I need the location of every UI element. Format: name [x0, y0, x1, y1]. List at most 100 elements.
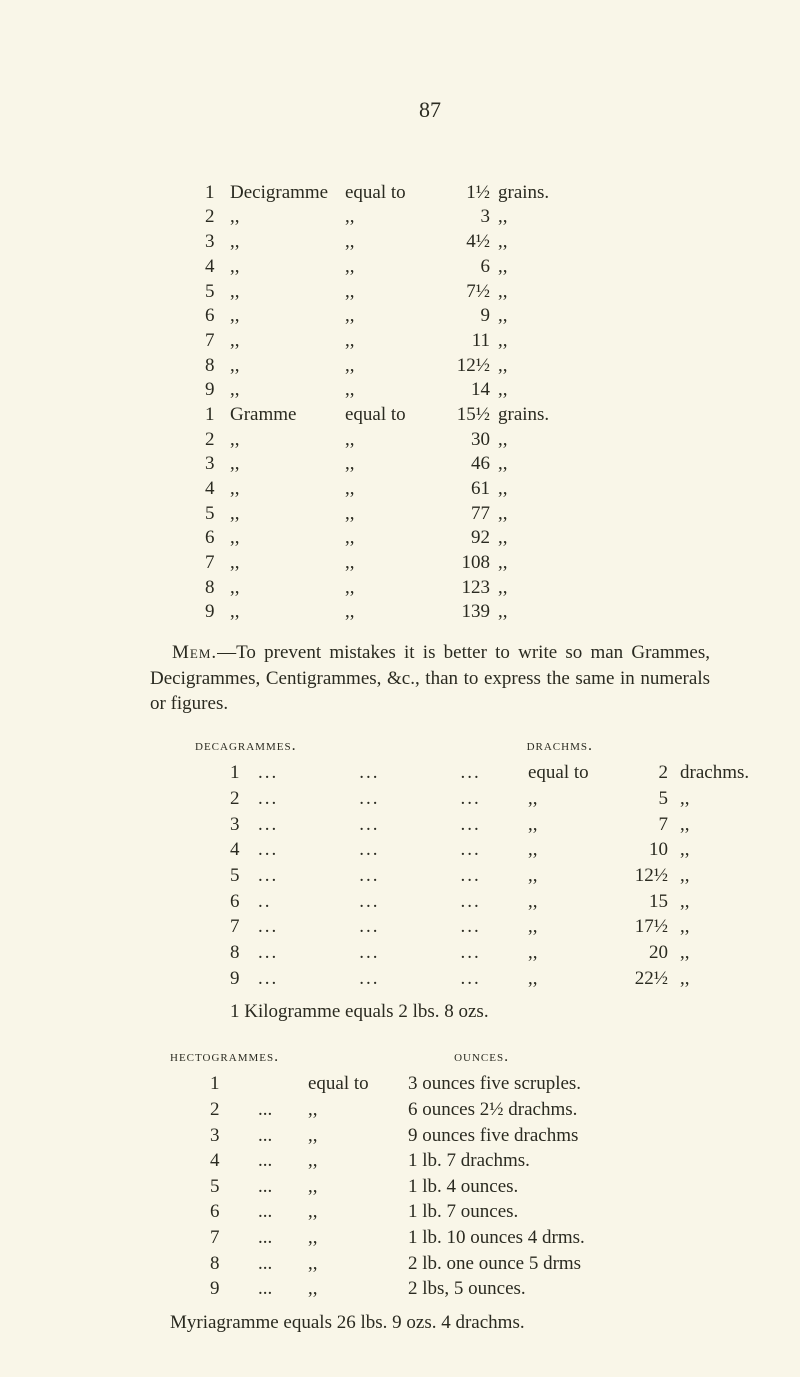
- row-number: 8: [205, 354, 230, 379]
- row-value: 123: [440, 576, 498, 601]
- row-equal: ,,: [308, 1225, 408, 1251]
- row-number: 1: [205, 181, 230, 206]
- table-row: 4,,,,6,,: [205, 255, 710, 280]
- row-number: 6: [230, 889, 258, 915]
- row-description: 2 lb. one ounce 5 drms: [408, 1251, 710, 1277]
- table-row: 2,,,,3,,: [205, 205, 710, 230]
- row-unit: ,,: [230, 502, 345, 527]
- row-equal: ,,: [345, 280, 440, 305]
- row-value: 6: [440, 255, 498, 280]
- row-equal: ,,: [308, 1148, 408, 1174]
- row-equal: ,,: [528, 863, 618, 889]
- row-number: 2: [210, 1097, 258, 1123]
- row-dots: ...: [258, 1251, 308, 1277]
- row-value: 15: [618, 889, 680, 915]
- row-equal: ,,: [308, 1251, 408, 1277]
- row-value: 7½: [440, 280, 498, 305]
- table-row: 9... ... ...,,22½,,: [230, 966, 710, 992]
- row-description: 3 ounces five scruples.: [408, 1071, 710, 1097]
- row-number: 9: [205, 378, 230, 403]
- row-dots: ...: [258, 1276, 308, 1302]
- row-suffix: ,,: [680, 863, 710, 889]
- row-suffix: ,,: [680, 889, 710, 915]
- row-suffix: ,,: [498, 551, 568, 576]
- row-unit: ,,: [230, 477, 345, 502]
- row-description: 6 ounces 2½ drachms.: [408, 1097, 710, 1123]
- row-suffix: ,,: [498, 428, 568, 453]
- row-unit: ,,: [230, 280, 345, 305]
- row-number: 5: [205, 280, 230, 305]
- row-value: 5: [618, 786, 680, 812]
- row-suffix: ,,: [498, 205, 568, 230]
- row-description: 9 ounces five drachms: [408, 1123, 710, 1149]
- row-suffix: ,,: [498, 255, 568, 280]
- row-equal: ,,: [345, 230, 440, 255]
- row-number: 3: [210, 1123, 258, 1149]
- row-unit: ,,: [230, 230, 345, 255]
- row-value: 139: [440, 600, 498, 625]
- table-row: 2... ... ...,,5,,: [230, 786, 710, 812]
- row-value: 17½: [618, 914, 680, 940]
- row-unit: ,,: [230, 329, 345, 354]
- row-number: 9: [210, 1276, 258, 1302]
- row-equal: ,,: [345, 526, 440, 551]
- row-value: 12½: [618, 863, 680, 889]
- drachm-heading: drachms.: [527, 735, 593, 757]
- table-row: 2,,,,30,,: [205, 428, 710, 453]
- row-suffix: ,,: [680, 966, 710, 992]
- row-dots: ...: [258, 1174, 308, 1200]
- row-number: 8: [230, 940, 258, 966]
- table-row: 5,,,,7½,,: [205, 280, 710, 305]
- row-number: 4: [210, 1148, 258, 1174]
- row-number: 2: [205, 428, 230, 453]
- mem-paragraph: Mem.—To prevent mistakes it is better to…: [150, 640, 710, 717]
- table-row: 7...,,1 lb. 10 ounces 4 drms.: [150, 1225, 710, 1251]
- hectogramme-table: 1equal to3 ounces five scruples.2...,,6 …: [150, 1071, 710, 1302]
- row-dots: ...: [258, 1123, 308, 1149]
- row-suffix: ,,: [498, 576, 568, 601]
- row-number: 3: [205, 452, 230, 477]
- row-equal: ,,: [308, 1276, 408, 1302]
- row-equal: ,,: [528, 889, 618, 915]
- row-suffix: ,,: [498, 452, 568, 477]
- row-dots: ... ... ...: [258, 966, 528, 992]
- row-dots: ... ... ...: [258, 940, 528, 966]
- table-row: 5...,,1 lb. 4 ounces.: [150, 1174, 710, 1200]
- row-dots: .. ... ...: [258, 889, 528, 915]
- row-suffix: ,,: [680, 914, 710, 940]
- table-row: 6,,,,9,,: [205, 304, 710, 329]
- row-number: 9: [230, 966, 258, 992]
- row-equal: ,,: [308, 1123, 408, 1149]
- row-description: 1 lb. 10 ounces 4 drms.: [408, 1225, 710, 1251]
- row-number: 7: [205, 551, 230, 576]
- table-row: 8...,,2 lb. one ounce 5 drms: [150, 1251, 710, 1277]
- decagramme-heading: decagrammes.: [195, 735, 297, 757]
- table-row: 3,,,,4½,,: [205, 230, 710, 255]
- mem-label: Mem.: [172, 642, 217, 663]
- row-suffix: ,,: [498, 304, 568, 329]
- row-equal: ,,: [528, 966, 618, 992]
- row-equal: ,,: [345, 255, 440, 280]
- row-dots: ...: [258, 1225, 308, 1251]
- row-equal: equal to: [308, 1071, 408, 1097]
- row-value: 12½: [440, 354, 498, 379]
- row-suffix: ,,: [498, 280, 568, 305]
- row-suffix: ,,: [680, 812, 710, 838]
- table-row: 8... ... ...,,20,,: [230, 940, 710, 966]
- row-value: 22½: [618, 966, 680, 992]
- row-unit: Gramme: [230, 403, 345, 428]
- row-suffix: drachms.: [680, 760, 710, 786]
- table-row: 7,,,,108,,: [205, 551, 710, 576]
- row-value: 46: [440, 452, 498, 477]
- row-value: 7: [618, 812, 680, 838]
- table-row: 4... ... ...,,10,,: [230, 837, 710, 863]
- row-number: 8: [210, 1251, 258, 1277]
- row-equal: ,,: [345, 354, 440, 379]
- row-suffix: ,,: [498, 526, 568, 551]
- row-equal: ,,: [528, 914, 618, 940]
- row-number: 4: [230, 837, 258, 863]
- row-number: 5: [210, 1174, 258, 1200]
- row-unit: ,,: [230, 600, 345, 625]
- row-value: 30: [440, 428, 498, 453]
- row-unit: Decigramme: [230, 181, 345, 206]
